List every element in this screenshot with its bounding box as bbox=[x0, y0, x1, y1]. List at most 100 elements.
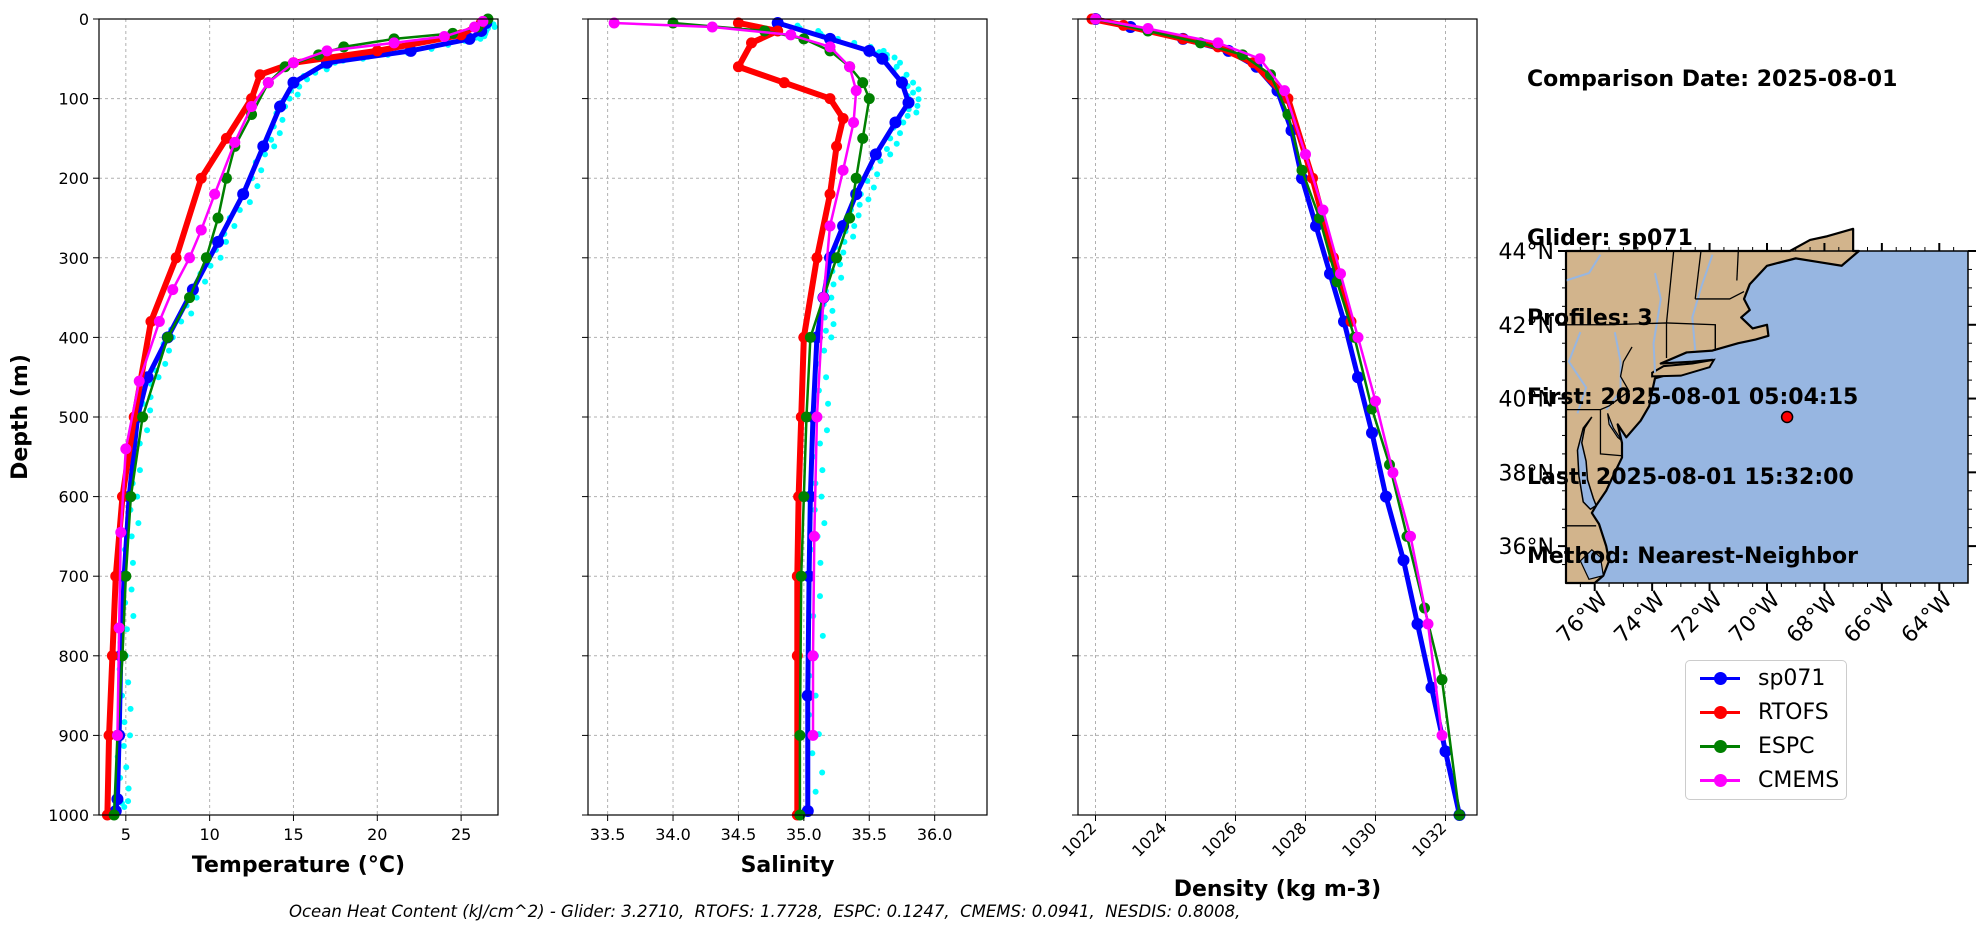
sp071-scatter-point bbox=[825, 400, 832, 407]
data-point-cmems bbox=[115, 526, 127, 538]
data-point-cmems bbox=[850, 85, 862, 97]
data-point-espc bbox=[125, 491, 137, 503]
profile-panel-2: 1022 1024 1026 1028 1030 1032 Density (kg m-3) bbox=[1058, 13, 1478, 902]
info-panel: Comparison Date: 2025-08-01 Glider: sp07… bbox=[1527, 14, 1897, 597]
sp071-scatter-point bbox=[830, 281, 837, 288]
data-point-rtofs bbox=[106, 650, 118, 662]
data-point-espc bbox=[800, 411, 812, 423]
sp071-scatter-point bbox=[900, 119, 907, 126]
data-point-rtofs bbox=[103, 729, 115, 741]
sp071-scatter-point bbox=[812, 788, 819, 795]
data-point-sp071 bbox=[287, 76, 300, 89]
series-line-cmems bbox=[1094, 17, 1444, 737]
data-point-cmems bbox=[1335, 268, 1346, 280]
info-line-method: Method: Nearest-Neighbor bbox=[1527, 544, 1858, 569]
data-point-espc bbox=[220, 172, 232, 184]
sp071-scatter-point bbox=[893, 63, 900, 70]
sp071-scatter-point bbox=[231, 222, 238, 229]
sp071-scatter-point bbox=[822, 327, 829, 334]
sp071-scatter-point bbox=[130, 613, 137, 619]
data-point-cmems bbox=[1300, 148, 1311, 160]
data-point-rtofs bbox=[732, 61, 744, 73]
sp071-scatter-point bbox=[271, 143, 278, 150]
sp071-scatter-point bbox=[162, 360, 169, 367]
data-point-espc bbox=[798, 491, 810, 503]
chesapeake-bay bbox=[1576, 416, 1598, 511]
data-point-cmems bbox=[133, 375, 145, 387]
data-point-sp071 bbox=[257, 140, 270, 153]
sp071-scatter-point bbox=[865, 196, 872, 203]
sp071-scatter-point bbox=[217, 254, 224, 261]
x-tick-label: 36.0 bbox=[917, 825, 953, 844]
data-point-espc bbox=[804, 331, 816, 343]
sp071-scatter-point bbox=[817, 559, 824, 566]
sp071-scatter-point bbox=[840, 249, 847, 256]
data-point-rtofs bbox=[145, 315, 157, 327]
data-point-rtofs bbox=[811, 252, 823, 264]
data-point-cmems bbox=[608, 17, 620, 29]
data-point-cmems bbox=[848, 116, 860, 128]
legend-label: sp071 bbox=[1758, 666, 1826, 691]
sp071-scatter-point bbox=[147, 407, 154, 414]
data-point-espc bbox=[212, 212, 224, 224]
state-border bbox=[1695, 290, 1745, 300]
series-line-sp071 bbox=[113, 20, 489, 814]
data-point-cmems bbox=[1422, 618, 1434, 630]
y-tick-label: 700 bbox=[58, 567, 89, 586]
sp071-scatter-point bbox=[128, 533, 135, 540]
sp071-scatter-point bbox=[120, 743, 127, 750]
sp071-scatter-point bbox=[123, 626, 130, 633]
legend-marker bbox=[1714, 739, 1727, 753]
data-point-rtofs bbox=[824, 93, 836, 105]
data-point-rtofs bbox=[732, 17, 744, 29]
sp071-scatter-point bbox=[915, 96, 922, 103]
legend-marker bbox=[1714, 671, 1727, 685]
data-point-sp071 bbox=[889, 116, 902, 129]
data-point-sp071 bbox=[1366, 426, 1378, 439]
data-point-rtofs bbox=[746, 37, 758, 49]
data-point-rtofs bbox=[831, 140, 843, 152]
data-point-espc bbox=[120, 570, 132, 582]
sp071-scatter-point bbox=[165, 347, 172, 354]
data-point-cmems bbox=[438, 31, 450, 43]
series-line-cmems bbox=[612, 21, 858, 737]
x-axis-label: Salinity bbox=[741, 853, 835, 878]
profile-panel-1: 33.5 34.0 34.5 35.0 35.5 36.0 Salinity bbox=[582, 16, 988, 878]
data-point-cmems bbox=[113, 622, 125, 634]
data-point-cmems bbox=[1387, 467, 1399, 479]
sp071-scatter-point bbox=[893, 140, 900, 147]
data-point-cmems bbox=[837, 164, 849, 176]
sp071-scatter-point bbox=[127, 705, 134, 712]
x-tick-label: 1028 bbox=[1268, 818, 1310, 860]
data-point-espc bbox=[1296, 164, 1308, 176]
data-point-cmems bbox=[811, 411, 823, 423]
data-point-cmems bbox=[321, 45, 333, 57]
x-tick-label: 35.0 bbox=[786, 825, 822, 844]
sp071-scatter-point bbox=[910, 79, 917, 86]
sp071-scatter-point bbox=[127, 732, 134, 739]
x-tick-label: 20 bbox=[367, 825, 387, 844]
sp071-scatter-point bbox=[883, 146, 890, 153]
state-border bbox=[1736, 250, 1739, 281]
x-tick-label: 5 bbox=[121, 825, 131, 844]
sp071-scatter-point bbox=[851, 222, 858, 229]
data-point-cmems bbox=[229, 136, 241, 148]
sp071-scatter-point bbox=[838, 274, 845, 281]
info-line-blank bbox=[1527, 147, 1897, 174]
data-point-cmems bbox=[1436, 729, 1448, 741]
data-point-espc bbox=[850, 172, 862, 184]
x-axis-label: Temperature (°C) bbox=[192, 853, 405, 878]
info-line-date: Comparison Date: 2025-08-01 bbox=[1527, 67, 1898, 92]
data-point-sp071 bbox=[1380, 490, 1392, 503]
data-point-cmems bbox=[807, 729, 819, 741]
legend-label: RTOFS bbox=[1758, 700, 1829, 725]
sp071-scatter-point bbox=[850, 233, 857, 240]
x-tick-label: 1022 bbox=[1058, 818, 1100, 860]
lon-tick-label: 64°W bbox=[1897, 587, 1958, 648]
data-point-cmems bbox=[844, 61, 856, 73]
x-tick-label: 35.5 bbox=[851, 825, 887, 844]
sp071-scatter-point bbox=[276, 130, 283, 137]
sp071-scatter-point bbox=[915, 86, 922, 93]
sp071-scatter-point bbox=[491, 23, 498, 30]
sp071-scatter-point bbox=[193, 294, 200, 301]
